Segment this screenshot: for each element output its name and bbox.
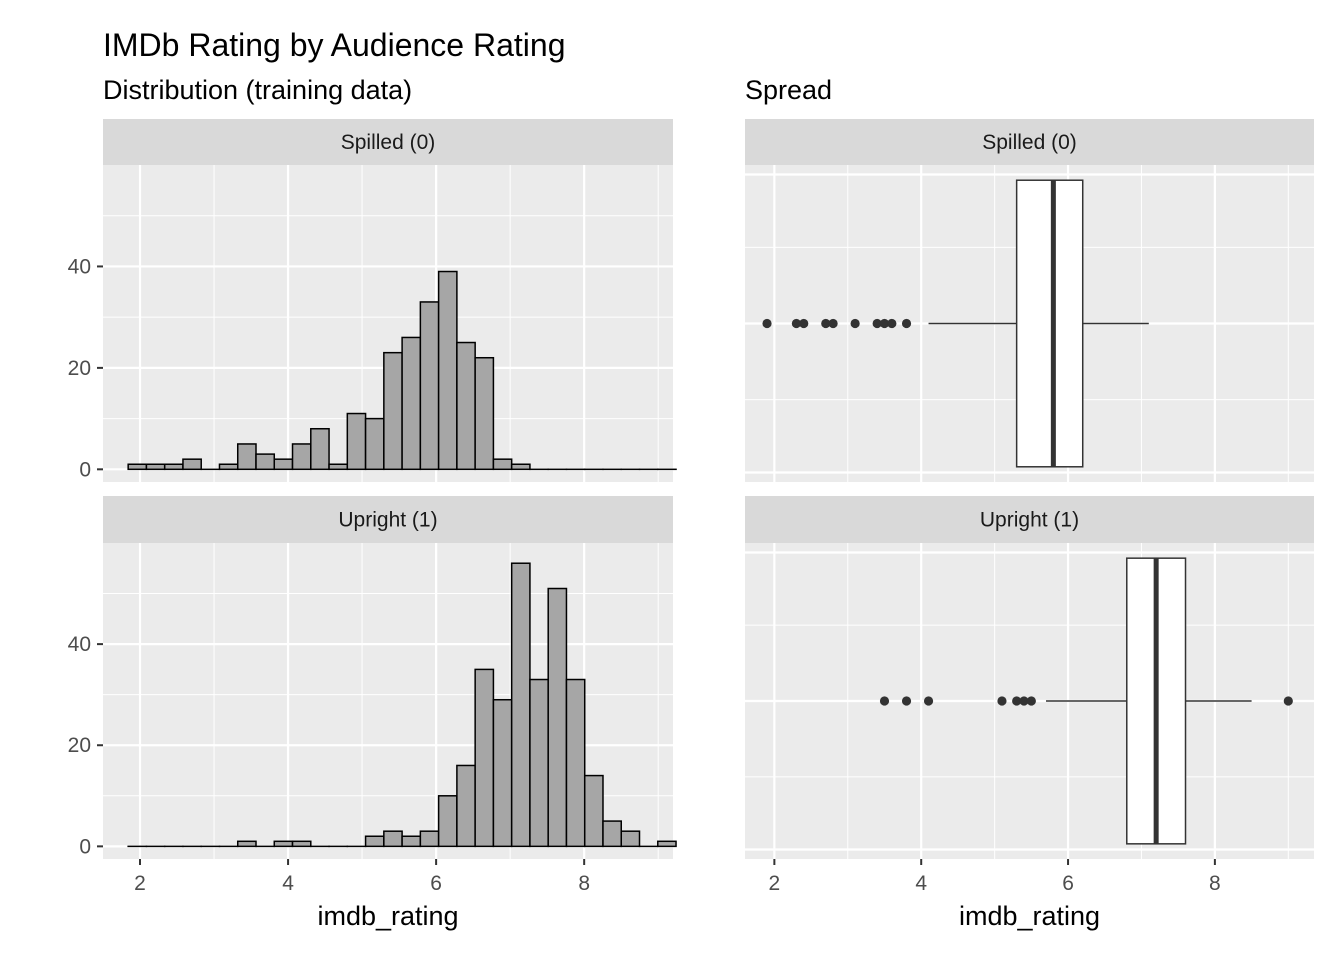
boxplot-outlier-point [1283, 696, 1293, 706]
histogram-bar [163, 463, 184, 471]
histogram-bar [364, 417, 385, 471]
histogram-bar [419, 830, 440, 848]
boxplot-outlier-point [1012, 696, 1022, 706]
histogram-bar [437, 795, 458, 848]
histogram-y-tick-label: 0 [79, 458, 91, 481]
histogram-bar [474, 356, 495, 471]
histogram-y-tick-label: 40 [68, 633, 91, 656]
histogram-x-axis-title: imdb_rating [317, 901, 458, 931]
histogram-bar [364, 835, 385, 848]
histogram-bar [218, 463, 239, 471]
histogram-bar [510, 463, 531, 471]
histogram-bar [437, 270, 458, 471]
histogram-bar [583, 774, 604, 848]
histogram-x-tick-label: 8 [578, 872, 590, 895]
boxplot-outlier-point [887, 318, 897, 329]
boxplot-outlier-point [791, 318, 801, 329]
histogram-subtitle: Distribution (training data) [103, 75, 412, 105]
histogram-x-tick-label: 6 [430, 872, 442, 895]
histogram-strip-0 [103, 119, 673, 165]
histogram-bar [401, 835, 422, 848]
boxplot-strip-label-0: Spilled (0) [982, 131, 1077, 154]
boxplot-x-axis-title: imdb_rating [959, 901, 1100, 931]
boxplot-outlier-point [1026, 696, 1036, 706]
histogram-bar [492, 458, 513, 471]
histogram-bar [291, 840, 312, 848]
boxplot-strip-1 [745, 496, 1314, 543]
histogram-bar [255, 453, 276, 471]
histogram-bar [602, 820, 622, 848]
histogram-bar [565, 678, 586, 848]
histogram-strip-label-0: Spilled (0) [341, 131, 436, 154]
histogram-bar [236, 840, 257, 848]
histogram-y-tick-label: 20 [68, 357, 91, 380]
histogram-bar [620, 830, 641, 848]
histogram-bar [236, 443, 257, 471]
histogram-bar [474, 668, 495, 848]
histogram-bar [328, 463, 349, 471]
histogram-x-tick-label: 4 [282, 872, 294, 895]
histogram-x-tick-label: 2 [134, 872, 146, 895]
chart-title: IMDb Rating by Audience Rating [103, 27, 565, 63]
boxplot-x-tick-label: 8 [1209, 872, 1221, 895]
boxplot-x-tick-label: 2 [769, 872, 781, 895]
histogram-bar [273, 840, 294, 848]
histogram-y-tick-label: 0 [79, 835, 91, 858]
boxplot-strip-0 [745, 119, 1314, 165]
boxplot-outlier-point [821, 318, 831, 329]
boxplot-subtitle: Spread [745, 75, 832, 105]
histogram-bar [182, 458, 202, 471]
histogram-bar [492, 698, 513, 848]
histogram-y-tick-label: 20 [68, 734, 91, 757]
boxplot-outlier-point [872, 318, 882, 329]
histogram-bar [547, 587, 568, 848]
histogram-bar [456, 341, 476, 471]
boxplot-outlier-point [762, 318, 772, 329]
histogram-bar [456, 764, 476, 848]
histogram-bar [383, 830, 403, 848]
boxplot-outlier-point [997, 696, 1007, 706]
histogram-bar [383, 351, 403, 471]
boxplot-outlier-point [879, 696, 890, 706]
plot-panels: Spilled (0) 0 20 40 Upright (1) 0 20 40 2 4 6 8 imdb… [68, 119, 1314, 931]
boxplot-outlier-point [901, 696, 912, 706]
histogram-y-tick-label: 40 [68, 255, 91, 278]
boxplot-outlier-point [879, 318, 890, 329]
histogram-bar [145, 463, 166, 471]
boxplot-outlier-point [799, 318, 809, 329]
histogram-strip-1 [103, 496, 673, 543]
histogram-strip-label-1: Upright (1) [338, 509, 437, 532]
histogram-bar [127, 463, 148, 471]
boxplot-outlier-point [1019, 696, 1029, 706]
histogram-bar [401, 336, 422, 471]
boxplot-outlier-point [923, 696, 934, 706]
histogram-bar [291, 443, 312, 471]
histogram-bar [657, 840, 677, 848]
histogram-bar [273, 458, 294, 471]
boxplot-box [1015, 179, 1084, 468]
histogram-bar [419, 301, 440, 471]
boxplot-x-tick-label: 6 [1062, 872, 1074, 895]
boxplot-outlier-point [850, 318, 860, 329]
histogram-bar [310, 427, 330, 471]
boxplot-x-tick-label: 4 [915, 872, 927, 895]
histogram-bar [510, 562, 531, 848]
boxplot-strip-label-1: Upright (1) [980, 509, 1079, 532]
histogram-bar [529, 678, 549, 848]
boxplot-outlier-point [828, 318, 838, 329]
boxplot-outlier-point [901, 318, 912, 329]
histogram-bar [346, 412, 367, 471]
